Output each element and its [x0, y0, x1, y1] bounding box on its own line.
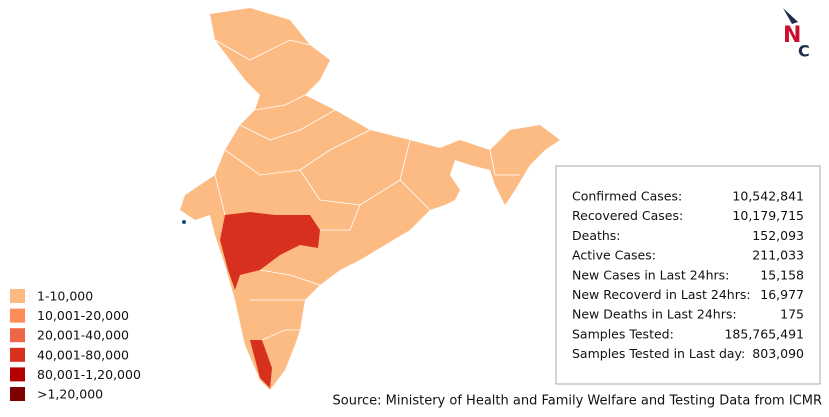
stat-label: Samples Tested:	[572, 326, 674, 341]
state-border	[261, 329, 300, 341]
state-border	[489, 149, 520, 176]
state-border	[320, 204, 361, 231]
logo: N C	[783, 8, 810, 61]
stat-value: 211,033	[752, 248, 804, 263]
island	[182, 220, 186, 224]
state-border	[214, 174, 226, 216]
source: Source: Ministery of Health and Family W…	[333, 394, 823, 409]
logo-letter: N	[783, 23, 801, 48]
state-border	[239, 109, 336, 141]
legend-swatch	[10, 328, 25, 343]
stat-label: Samples Tested in Last day:	[572, 346, 745, 361]
stat-label: Recovered Cases:	[572, 208, 683, 223]
stats-box	[555, 165, 821, 385]
stat-value: 152,093	[752, 228, 804, 243]
legend-swatch	[10, 289, 25, 303]
stat-label: New Recoverd in Last 24hrs:	[572, 287, 751, 302]
stat-label: New Deaths in Last 24hrs:	[572, 307, 737, 322]
stat-value: 15,158	[760, 267, 804, 282]
legend-label: 1-10,000	[37, 289, 93, 304]
legend-label: 40,001-80,000	[37, 347, 129, 362]
stat-value: 16,977	[760, 287, 804, 302]
stats: Confirmed Cases: 10,542,841 Recovered Case…	[572, 189, 804, 362]
state-border	[399, 179, 431, 211]
legend-swatch	[10, 367, 25, 382]
stat-value: 185,765,491	[724, 326, 804, 341]
legend: 1-10,000 10,001-20,000 20,001-40,000 40,001…	[10, 289, 141, 402]
stat-label: Active Cases:	[572, 248, 656, 263]
region	[250, 340, 272, 388]
stat-value: 803,090	[752, 346, 804, 361]
logo-swoosh	[783, 8, 798, 24]
state-border	[214, 39, 311, 61]
legend-label: 20,001-40,000	[37, 328, 129, 343]
legend-label: 10,001-20,000	[37, 308, 129, 323]
stat-label: New Cases in Last 24hrs:	[572, 267, 729, 282]
legend-swatch	[10, 347, 25, 362]
state-border	[259, 269, 321, 286]
legend-swatch	[10, 387, 25, 401]
stat-value: 175	[780, 307, 804, 322]
legend-label: >1,20,000	[37, 387, 103, 402]
stat-label: Deaths:	[572, 228, 621, 243]
logo-letter: C	[798, 42, 810, 61]
stat-value: 10,542,841	[732, 189, 804, 204]
india-map	[180, 8, 560, 390]
legend-label: 80,001-1,20,000	[37, 367, 141, 382]
state-border	[254, 94, 306, 111]
stat-value: 10,179,715	[732, 208, 804, 223]
stat-label: Confirmed Cases:	[572, 189, 682, 204]
legend-swatch	[10, 308, 25, 323]
region	[220, 212, 320, 290]
